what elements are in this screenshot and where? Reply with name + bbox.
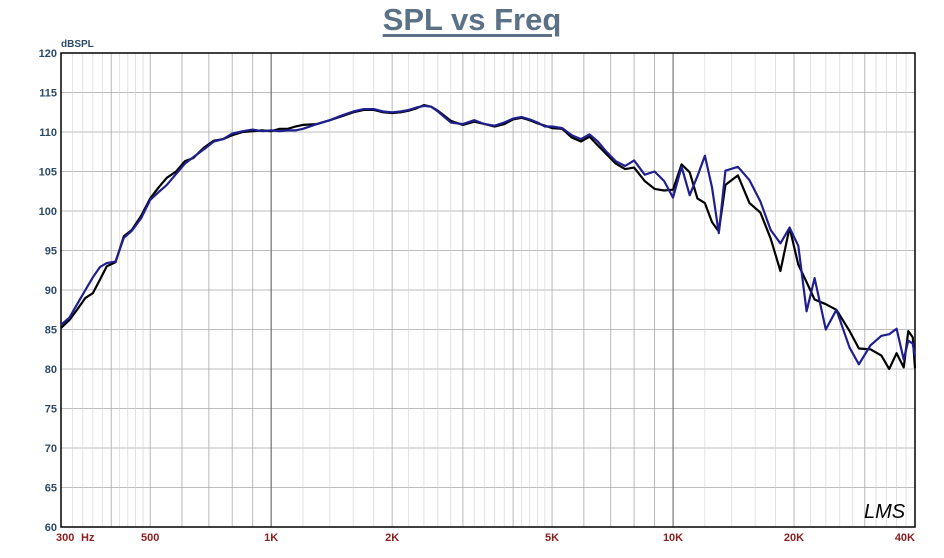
x-tick-label: 40K: [895, 532, 915, 544]
x-tick-label: 5K: [545, 532, 559, 544]
y-tick-label: 90: [45, 285, 57, 297]
x-tick-label: 500: [141, 532, 159, 544]
y-tick-label: 65: [45, 483, 57, 495]
y-tick-label: 100: [39, 206, 57, 218]
y-tick-label: 70: [45, 443, 57, 455]
y-tick-labels: 60 65 70 75 80 85 90 95 100 105 110 115 120: [39, 48, 57, 534]
y-tick-label: 75: [45, 404, 57, 416]
x-tick-label: 20K: [784, 532, 804, 544]
grid-layer: [60, 52, 916, 528]
x-tick-label: 2K: [385, 532, 399, 544]
y-tick-label: 105: [39, 167, 57, 179]
chart-title: SPL vs Freq: [382, 2, 562, 37]
y-axis-label: dBSPL: [61, 39, 94, 50]
series-layer: [60, 104, 917, 371]
x-tick-label: 1K: [264, 532, 278, 544]
series-line-2: [60, 104, 917, 366]
plot-frame: [60, 52, 916, 528]
x-tick-labels: 300 500 1K 2K 5K 10K 20K 40K: [56, 532, 915, 544]
x-tick-label: 300: [56, 532, 74, 544]
lms-watermark: LMS: [864, 501, 906, 523]
x-tick-label: 10K: [663, 532, 683, 544]
y-tick-label: 120: [39, 48, 57, 60]
y-tick-label: 80: [45, 364, 57, 376]
y-tick-label: 60: [45, 522, 57, 534]
y-tick-label: 110: [39, 127, 57, 139]
y-tick-label: 85: [45, 325, 57, 337]
x-unit-label: Hz: [81, 532, 95, 544]
y-tick-label: 115: [39, 88, 57, 100]
y-tick-label: 95: [45, 246, 57, 258]
